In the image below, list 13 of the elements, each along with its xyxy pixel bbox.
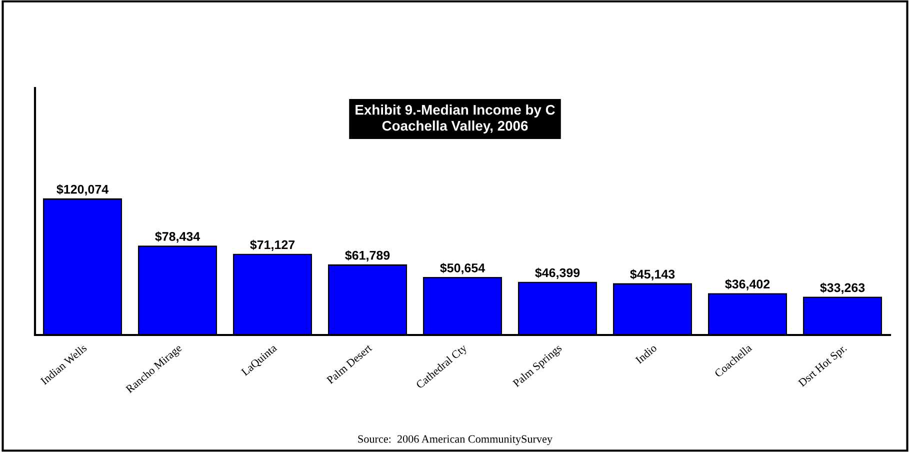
- data-label: $61,789: [345, 250, 390, 262]
- text: Exhibit 9.-Median Income by C Coachella Valley, 2006: [356, 104, 555, 134]
- data-label: $46,399: [535, 268, 580, 279]
- data-label: $36,402: [725, 279, 770, 290]
- data-label: $71,127: [250, 240, 295, 251]
- x-tick-label: Dsrt Hot Spr.: [798, 344, 848, 389]
- x-tick-label: Indio: [634, 344, 658, 364]
- data-label: $120,074: [56, 184, 109, 196]
- data-label: $50,654: [440, 262, 486, 274]
- data-label: $33,263: [820, 282, 865, 294]
- data-label: $78,434: [155, 231, 200, 243]
- data-label: $45,143: [630, 269, 675, 280]
- source-note: Source: 2006 American CommunitySurvey: [358, 435, 552, 446]
